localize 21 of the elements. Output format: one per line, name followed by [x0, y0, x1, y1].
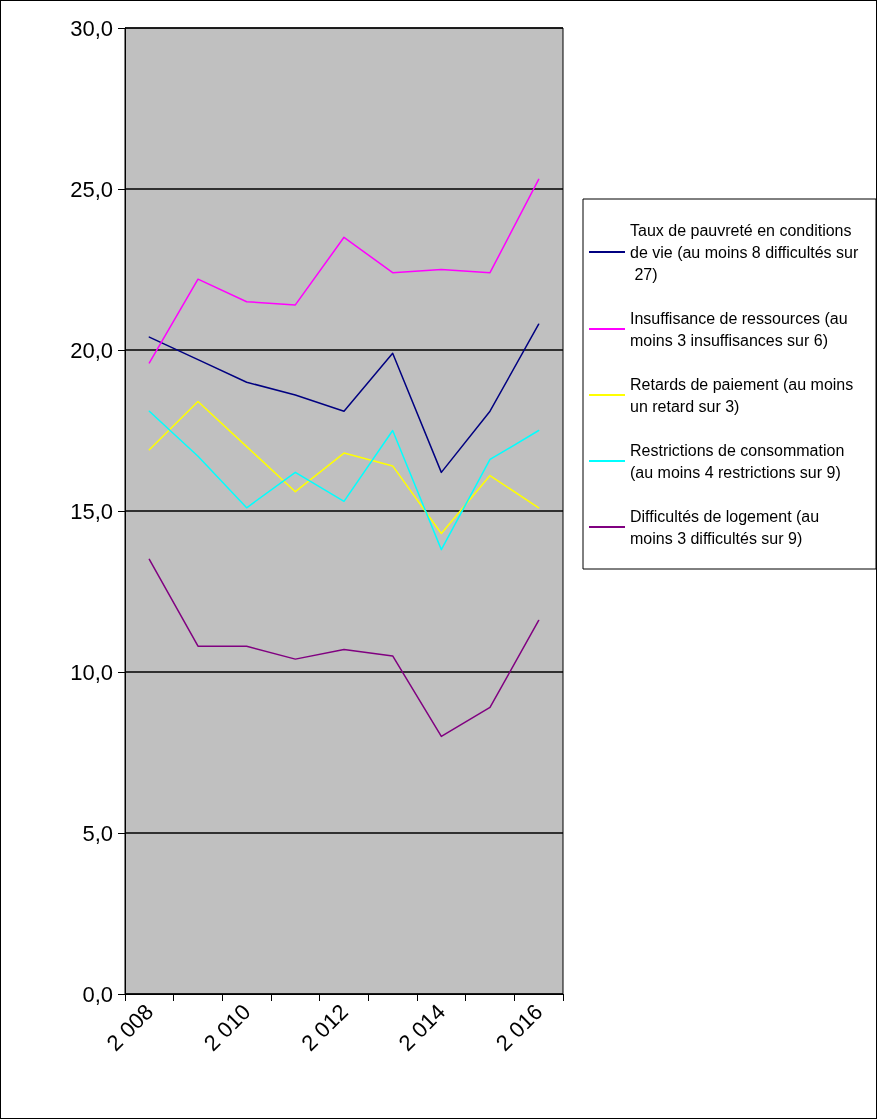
x-tick-label: 2 012 [296, 999, 353, 1056]
legend-label: Taux de pauvreté en conditions de vie (au moins 8 difficultés sur 27) [630, 221, 859, 283]
legend-label: Difficultés de logement (au moins 3 difficultés sur 9) [630, 507, 824, 547]
y-tick-label: 10,0 [70, 659, 113, 685]
y-tick-label: 20,0 [70, 337, 113, 363]
line-series [148, 178, 540, 364]
y-tick-label: 30,0 [70, 15, 113, 41]
x-tick-label: 2 010 [198, 999, 256, 1056]
y-tick-label: 15,0 [70, 498, 113, 524]
legend-label: Retards de paiement (au moins un retard sur 3) [630, 375, 858, 415]
x-tick-label: 2 014 [393, 999, 451, 1056]
line-series [148, 558, 540, 738]
line-series [148, 400, 540, 535]
y-tick-label: 25,0 [70, 176, 113, 202]
y-tick-label: 5,0 [82, 820, 113, 846]
y-tick-label: 0,0 [82, 981, 113, 1007]
line-series [148, 323, 540, 474]
legend-label: Restrictions de consommation (au moins 4 restrictions sur 9) [630, 441, 849, 481]
x-tick-label: 2 016 [490, 999, 548, 1056]
legend-label: Insuffisance de ressources (au moins 3 insuffisances sur 6) [630, 309, 853, 349]
line-series [148, 410, 540, 551]
